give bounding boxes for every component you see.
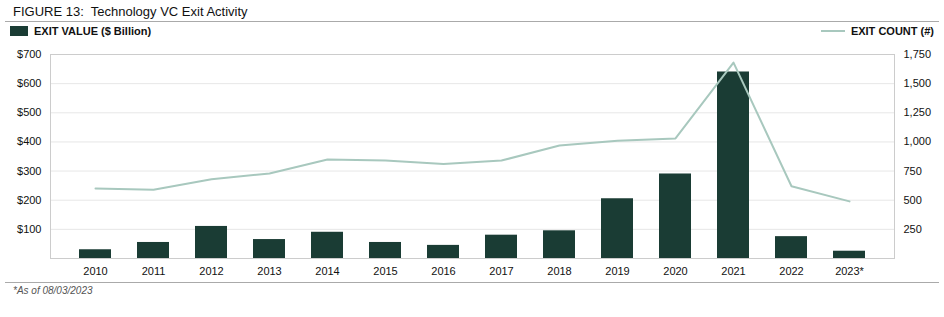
svg-text:$200: $200 <box>17 194 41 206</box>
svg-text:750: 750 <box>904 165 922 177</box>
svg-text:$500: $500 <box>17 106 41 118</box>
svg-text:$300: $300 <box>17 165 41 177</box>
svg-text:2018: 2018 <box>547 265 571 277</box>
svg-text:2021: 2021 <box>721 265 745 277</box>
html-text:FIGURE 13: Technology VC Exit: FIGURE 13: Technology VC Exit Activity <box>13 4 248 19</box>
svg-text:2015: 2015 <box>373 265 397 277</box>
svg-text:1,250: 1,250 <box>904 106 932 118</box>
svg-text:2019: 2019 <box>605 265 629 277</box>
svg-text:500: 500 <box>904 194 922 206</box>
svg-text:2012: 2012 <box>199 265 223 277</box>
html-text:EXIT VALUE ($ Billion): EXIT VALUE ($ Billion) <box>34 25 152 37</box>
svg-text:2020: 2020 <box>663 265 687 277</box>
svg-text:2014: 2014 <box>315 265 339 277</box>
svg-text:2013: 2013 <box>257 265 281 277</box>
svg-text:1,000: 1,000 <box>904 135 932 147</box>
svg-text:2022: 2022 <box>779 265 803 277</box>
svg-text:$600: $600 <box>17 77 41 89</box>
svg-text:2011: 2011 <box>142 265 166 277</box>
svg-text:2017: 2017 <box>489 265 513 277</box>
svg-text:2023*: 2023* <box>835 265 864 277</box>
html-text:EXIT COUNT (#): EXIT COUNT (#) <box>850 25 934 37</box>
svg-text:$700: $700 <box>17 48 41 60</box>
svg-text:$100: $100 <box>17 223 41 235</box>
svg-text:1,500: 1,500 <box>904 77 932 89</box>
svg-text:250: 250 <box>904 223 922 235</box>
html-text:*As of 08/03/2023: *As of 08/03/2023 <box>13 285 93 296</box>
svg-text:2010: 2010 <box>83 265 107 277</box>
svg-text:$400: $400 <box>17 135 41 147</box>
svg-text:2016: 2016 <box>431 265 455 277</box>
svg-text:1,750: 1,750 <box>904 48 932 60</box>
